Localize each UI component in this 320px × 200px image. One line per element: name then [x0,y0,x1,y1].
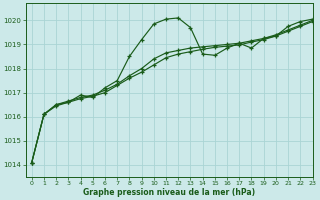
X-axis label: Graphe pression niveau de la mer (hPa): Graphe pression niveau de la mer (hPa) [83,188,255,197]
